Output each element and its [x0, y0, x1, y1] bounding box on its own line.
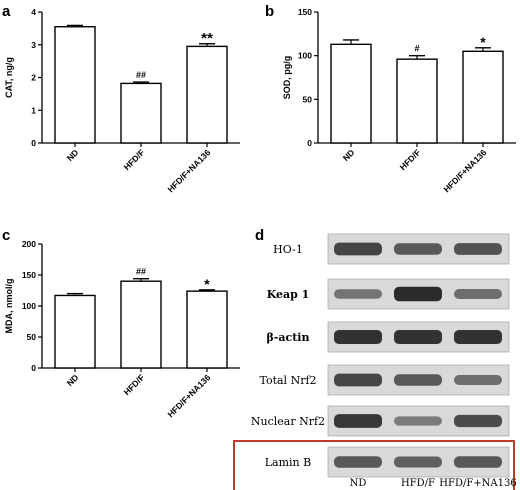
x-category-label: ND — [341, 147, 357, 163]
blot-row-label: HO-1 — [273, 243, 303, 256]
y-tick-label: 200 — [22, 239, 36, 249]
y-tick-label: 0 — [31, 363, 36, 373]
significance-marker: * — [204, 276, 210, 292]
y-axis-title: CAT, ng/g — [4, 57, 14, 98]
blot-row: HO-1 — [273, 233, 510, 265]
significance-marker: ** — [201, 30, 213, 47]
blot-row: Nuclear Nrf2 — [251, 405, 510, 437]
y-tick-label: 100 — [22, 301, 36, 311]
significance-marker: * — [480, 34, 486, 50]
highlight-box — [233, 440, 515, 490]
blot-band — [334, 414, 382, 428]
y-tick-label: 2 — [31, 73, 36, 83]
blot-band — [454, 414, 502, 428]
blot-lane-label: HFD/F+NA136 — [439, 478, 516, 489]
blot-band — [454, 243, 502, 255]
y-tick-label: 100 — [298, 51, 312, 61]
y-axis-title: MDA, nmol/g — [4, 279, 14, 334]
blot-band — [394, 286, 442, 302]
bar — [462, 50, 504, 144]
chart-b: 0 50 100 150 SOD, pg/g ND # HFD/F * HFD/F+NA136 — [282, 7, 516, 194]
bar — [54, 26, 96, 144]
bar — [186, 290, 228, 369]
x-category-label: ND — [65, 372, 81, 388]
chart-c: 0 50 100 150 200 MDA, nmol/g ND ## HFD/F * HFD/F+N… — [4, 239, 240, 419]
blot-band — [394, 374, 442, 386]
bar — [120, 280, 162, 369]
bar — [396, 58, 438, 144]
blot-band — [394, 416, 442, 426]
significance-marker: ## — [136, 267, 146, 277]
y-tick-label: 0 — [31, 138, 36, 148]
y-tick-label: 50 — [303, 94, 313, 104]
blot-lane-label: HFD/F — [401, 478, 435, 489]
blot-row: β-actin — [267, 321, 510, 353]
bar — [54, 294, 96, 369]
y-tick-label: 50 — [27, 332, 37, 342]
blot-band — [454, 329, 502, 345]
blot-row-label: Total Nrf2 — [259, 374, 316, 387]
y-tick-label: 150 — [22, 270, 36, 280]
significance-marker: # — [414, 44, 419, 54]
blot-row: Keap 1 — [267, 278, 510, 310]
x-category-label: HFD/F+NA136 — [165, 372, 212, 419]
blot-row-label: Keap 1 — [267, 288, 310, 301]
y-axis-title: SOD, pg/g — [282, 56, 292, 100]
blot-band — [334, 329, 382, 345]
x-category-label: HFD/F+NA136 — [165, 147, 212, 194]
blot-band — [334, 289, 382, 299]
blot-band — [394, 456, 442, 468]
blot-row-label: Lamin B — [265, 456, 311, 469]
blot-band — [334, 242, 382, 256]
significance-marker: ## — [136, 70, 146, 80]
y-tick-label: 4 — [31, 7, 36, 17]
x-category-label: ND — [65, 147, 81, 163]
blot-band — [394, 329, 442, 345]
western-blot: HO-1 Keap 1 β-actin Total Nrf2 Nuclear Nrf2 L… — [233, 233, 517, 490]
blot-band — [454, 456, 502, 468]
blot-row: Lamin B — [265, 446, 510, 478]
blot-band — [454, 374, 502, 386]
y-tick-label: 150 — [298, 7, 312, 17]
blot-band — [394, 243, 442, 255]
blot-row-label: β-actin — [267, 331, 310, 344]
panel-d-letter: d — [255, 227, 264, 244]
blot-band — [454, 288, 502, 300]
blot-row-label: Nuclear Nrf2 — [251, 415, 325, 428]
blot-band — [334, 373, 382, 387]
x-category-label: HFD/F — [122, 372, 147, 397]
blot-row: Total Nrf2 — [259, 364, 510, 396]
chart-a: 0 1 2 3 4 CAT, ng/g ND ## HFD/F ** HFD/F+NA136 — [4, 7, 240, 194]
bar — [186, 45, 228, 144]
y-tick-label: 0 — [307, 138, 312, 148]
x-category-label: HFD/F+NA136 — [441, 147, 488, 194]
panel-b-letter: b — [265, 3, 274, 20]
x-category-label: HFD/F — [398, 147, 423, 172]
bar — [120, 82, 162, 144]
y-tick-label: 1 — [31, 105, 36, 115]
panel-a-letter: a — [2, 3, 11, 20]
x-category-label: HFD/F — [122, 147, 147, 172]
bar — [330, 43, 372, 144]
y-tick-label: 3 — [31, 40, 36, 50]
panel-c-letter: c — [2, 227, 10, 244]
blot-lane-label: ND — [350, 478, 367, 489]
blot-band — [334, 456, 382, 468]
